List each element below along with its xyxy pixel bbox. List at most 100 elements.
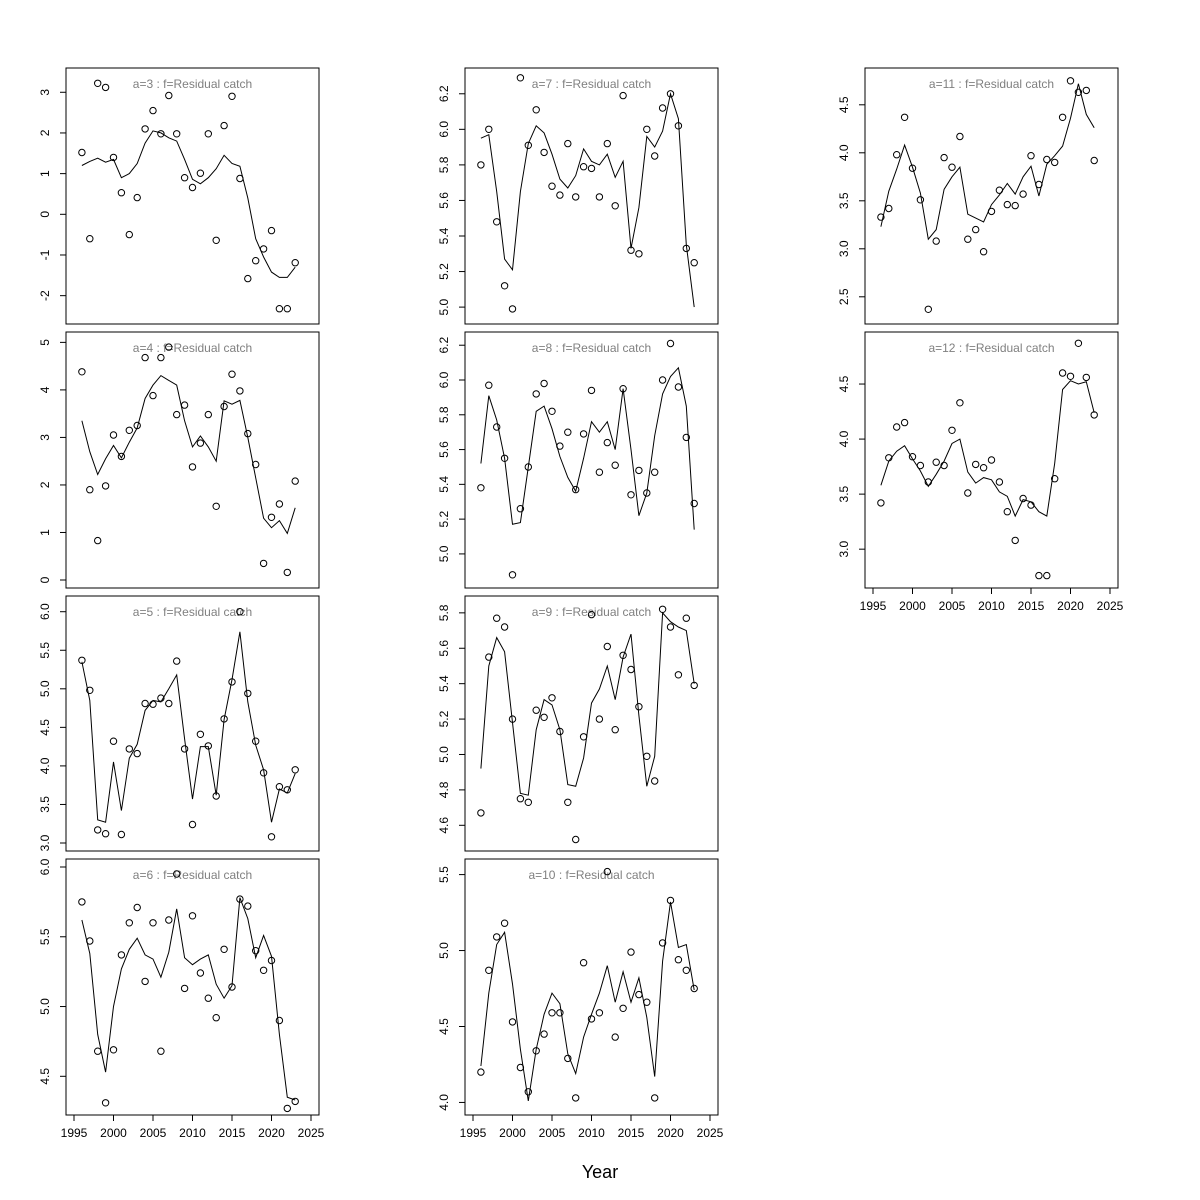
observed-point — [1074, 88, 1083, 97]
x-tick-label: 2000 — [499, 1126, 526, 1140]
observed-point — [964, 235, 972, 243]
observed-point — [259, 966, 268, 974]
panel-frame — [464, 331, 719, 589]
x-tick-label: 2010 — [578, 1126, 605, 1140]
observed-point — [587, 386, 596, 395]
observed-point — [674, 956, 683, 964]
panel-title: a=11 : f=Residual catch — [929, 77, 1054, 91]
observed-point — [259, 245, 268, 253]
observed-point — [877, 213, 885, 221]
observed-point — [635, 990, 643, 999]
y-tick-label: 5.8 — [437, 406, 451, 423]
observed-point — [493, 423, 501, 431]
observed-point — [485, 966, 493, 974]
observed-point — [86, 937, 94, 945]
y-tick-label: 3.5 — [837, 192, 851, 209]
x-tick-label: 2000 — [899, 599, 926, 613]
panel-4: a=6 : f=Residual catch 4.5 5.0 5.5 6.0 1995 20… — [38, 858, 324, 1140]
observed-point — [572, 835, 580, 844]
y-tick-label: 5.0 — [437, 298, 451, 315]
y-tick-label: 2 — [38, 481, 52, 488]
observed-point — [275, 1016, 284, 1025]
observed-point — [524, 798, 532, 806]
observed-point — [125, 919, 134, 927]
y-tick-label: 6.0 — [437, 121, 451, 138]
observed-point — [188, 183, 197, 192]
observed-point — [1003, 508, 1011, 516]
observed-point — [500, 282, 509, 290]
observed-point — [133, 193, 141, 202]
observed-point — [572, 485, 580, 494]
observed-point — [500, 919, 509, 927]
observed-point — [532, 706, 540, 714]
observed-point — [212, 792, 220, 800]
x-tick-label: 2005 — [140, 1126, 167, 1140]
observed-point — [627, 246, 635, 254]
observed-point — [125, 745, 134, 753]
observed-point — [291, 259, 299, 267]
fitted-line — [480, 901, 695, 1101]
fitted-line — [480, 366, 695, 530]
x-tick-label: 2005 — [939, 599, 966, 613]
observed-point — [165, 343, 173, 351]
observed-point — [259, 769, 268, 777]
panel-frame — [65, 331, 320, 589]
observed-point — [157, 130, 165, 138]
observed-point — [196, 730, 205, 738]
y-tick-label: 5.8 — [437, 604, 451, 621]
x-tick-label: 2025 — [298, 1126, 325, 1140]
observed-point — [1090, 156, 1098, 165]
panel-title: a=6 : f=Residual catch — [133, 868, 252, 882]
observed-point — [908, 453, 917, 461]
y-tick-label: 4.5 — [38, 1068, 52, 1085]
observed-point — [564, 798, 572, 806]
panel-title: a=7 : f=Residual catch — [532, 77, 651, 91]
observed-point — [291, 477, 299, 485]
y-tick-label: 5.4 — [437, 227, 451, 244]
observed-point — [611, 1033, 619, 1041]
observed-point — [524, 463, 532, 471]
observed-point — [579, 430, 588, 438]
observed-point — [204, 130, 213, 138]
panel-title: a=3 : f=Residual catch — [133, 77, 252, 91]
observed-point — [1066, 77, 1075, 85]
observed-point — [291, 766, 299, 774]
observed-point — [109, 737, 118, 745]
observed-point — [651, 777, 659, 785]
observed-point — [259, 559, 268, 568]
observed-point — [619, 91, 627, 100]
observed-point — [987, 207, 996, 216]
observed-point — [252, 257, 260, 265]
observed-point — [180, 174, 189, 182]
observed-point — [603, 642, 611, 651]
observed-point — [196, 969, 205, 977]
observed-point — [101, 1099, 110, 1107]
y-tick-label: 5.6 — [437, 192, 451, 209]
observed-point — [1066, 372, 1075, 380]
observed-point — [204, 994, 213, 1002]
observed-point — [540, 1030, 548, 1038]
observed-point — [117, 951, 126, 959]
y-tick-label: 5.6 — [437, 640, 451, 657]
observed-point — [540, 148, 548, 157]
y-tick-label: 5.5 — [38, 928, 52, 945]
observed-point — [149, 919, 157, 927]
observed-point — [1082, 373, 1091, 382]
observed-point — [995, 478, 1004, 486]
observed-point — [275, 305, 284, 313]
observed-point — [78, 898, 86, 906]
observed-point — [283, 1104, 291, 1113]
observed-point — [572, 1094, 580, 1102]
observed-point — [516, 505, 525, 513]
observed-point — [627, 491, 635, 499]
observed-point — [540, 713, 548, 721]
panel-title: a=12 : f=Residual catch — [928, 341, 1054, 355]
observed-point — [252, 947, 260, 955]
observed-point — [995, 186, 1004, 194]
observed-point — [493, 933, 501, 941]
y-tick-label: -2 — [38, 290, 52, 301]
y-tick-label: 5.4 — [437, 675, 451, 692]
observed-point — [1019, 190, 1027, 198]
observed-point — [595, 715, 604, 723]
observed-point — [78, 368, 86, 376]
